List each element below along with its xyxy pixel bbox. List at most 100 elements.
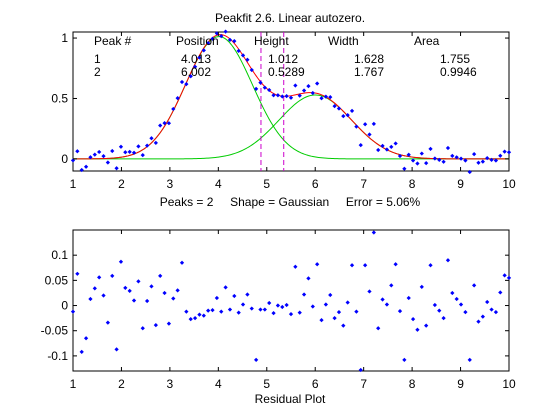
data-point <box>201 48 206 53</box>
data-point <box>123 150 128 155</box>
data-point <box>358 142 363 148</box>
residual-point <box>485 299 490 305</box>
data-point <box>227 37 233 43</box>
x-tick-label: 8 <box>409 377 416 391</box>
residual-point <box>406 295 411 301</box>
residual-point <box>227 307 233 312</box>
x-tick-label: 1 <box>70 177 77 191</box>
y-tick-label: 0.5 <box>51 91 68 105</box>
y-tick-label: 0 <box>61 152 68 166</box>
bottom-axes: 1 2 3 4 5 6 7 8 9 10 0.1 0.05 0 -0.05 -0.1 <box>41 230 516 391</box>
data-point <box>498 153 503 158</box>
residual-point <box>480 314 485 319</box>
residual-point <box>280 304 285 310</box>
data-point <box>192 64 198 69</box>
residual-point <box>245 292 250 297</box>
residual-point <box>471 283 477 288</box>
residual-point <box>432 302 438 308</box>
residual-point <box>236 310 241 315</box>
data-point <box>410 158 416 163</box>
data-point <box>101 154 106 159</box>
x-tick-label: 9 <box>457 177 464 191</box>
data-point <box>184 81 189 87</box>
data-point <box>458 156 464 161</box>
data-point <box>467 169 472 175</box>
residual-point <box>223 285 228 290</box>
x-tick-label: 2 <box>118 377 125 391</box>
data-point <box>236 48 241 53</box>
residual-point <box>131 298 137 303</box>
data-point <box>144 143 150 148</box>
residual-point <box>262 307 267 312</box>
peak-results-table: Peak # Position Height Width Area 1 4.01… <box>94 34 477 79</box>
residual-point <box>184 309 189 314</box>
residual-point <box>310 304 315 309</box>
data-point <box>105 160 111 165</box>
data-point <box>188 74 193 79</box>
table-header-area: Area <box>414 34 440 48</box>
x-tick-label: 5 <box>263 377 270 391</box>
residual-point <box>415 327 420 332</box>
data-point <box>206 41 211 46</box>
data-point <box>171 106 176 112</box>
residual-point <box>197 312 202 317</box>
residual-point <box>293 264 298 269</box>
residual-point <box>419 284 424 290</box>
data-point <box>83 164 89 169</box>
data-point <box>131 150 137 155</box>
y-tick-label: 0 <box>61 299 68 313</box>
residual-point <box>437 308 442 313</box>
data-point <box>114 166 119 171</box>
residual-point <box>158 273 163 278</box>
table-cell: 1.012 <box>268 52 298 66</box>
data-point <box>432 156 438 161</box>
y-tick-label: -0.1 <box>47 349 68 363</box>
residual-point <box>267 300 272 306</box>
residual-point <box>502 273 507 278</box>
data-point <box>489 157 494 163</box>
residual-point <box>240 302 246 307</box>
data-point <box>397 153 403 159</box>
y-tick-label: 0.05 <box>45 273 69 287</box>
residual-point <box>210 307 215 313</box>
x-tick-label: 1 <box>70 377 77 391</box>
residual-point <box>288 311 294 317</box>
y-tick-label: -0.05 <box>41 324 69 338</box>
data-point <box>179 79 185 85</box>
table-cell: 0.9946 <box>440 65 477 79</box>
bottom-plot-area <box>72 229 510 372</box>
x-tick-label: 7 <box>360 377 367 391</box>
residual-point <box>345 300 350 305</box>
data-point <box>240 53 246 58</box>
data-point <box>384 147 390 152</box>
residual-point <box>428 263 433 268</box>
data-point <box>419 151 424 156</box>
data-point <box>476 160 481 165</box>
table-cell: 4.013 <box>181 52 211 66</box>
residual-point <box>498 290 503 295</box>
residual-point <box>219 309 224 314</box>
data-point <box>245 57 250 62</box>
residual-chart: 1 2 3 4 5 6 7 8 9 10 0.1 0.05 0 -0.05 -0.1 Residual Pl… <box>41 229 516 406</box>
data-point <box>402 166 407 171</box>
data-point <box>428 146 433 151</box>
peak-position-markers <box>260 32 285 171</box>
residual-point <box>467 357 472 363</box>
x-tick-label: 10 <box>502 377 516 391</box>
residual-point <box>458 302 464 307</box>
data-point <box>232 39 237 44</box>
data-point <box>445 145 451 151</box>
data-point <box>149 136 154 141</box>
residual-point <box>140 326 145 331</box>
chart-title: Peakfit 2.6. Linear autozero. <box>215 11 365 25</box>
x-tick-label: 4 <box>215 377 222 391</box>
residual-point <box>201 313 206 318</box>
residual-point <box>319 318 324 323</box>
residual-point <box>162 290 167 296</box>
residual-point <box>332 316 337 321</box>
data-point <box>223 29 228 34</box>
residual-point <box>271 310 276 316</box>
residual-point <box>362 263 368 268</box>
